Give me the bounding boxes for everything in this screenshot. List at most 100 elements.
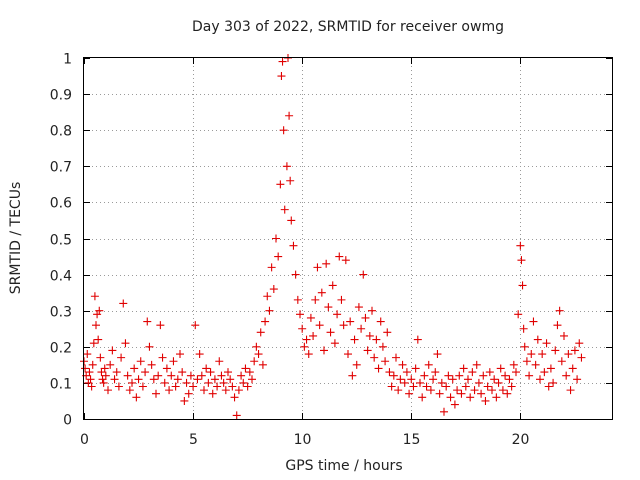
data-point xyxy=(413,335,422,344)
data-point xyxy=(354,303,363,312)
data-point xyxy=(381,357,390,366)
data-point xyxy=(378,342,387,351)
data-point xyxy=(501,371,510,380)
data-point xyxy=(141,368,150,377)
x-axis-label: GPS time / hours xyxy=(285,458,402,474)
data-point xyxy=(519,324,528,333)
data-point xyxy=(542,339,551,348)
data-point xyxy=(442,382,451,391)
data-point xyxy=(184,389,193,398)
data-point xyxy=(485,368,494,377)
data-point xyxy=(370,353,379,362)
data-point xyxy=(167,371,176,380)
data-point xyxy=(407,375,416,384)
data-point xyxy=(573,375,582,384)
data-point xyxy=(224,368,232,377)
data-point xyxy=(219,378,228,387)
data-point xyxy=(536,375,544,384)
data-point xyxy=(243,382,252,391)
data-point xyxy=(276,180,285,189)
data-point xyxy=(186,371,195,380)
data-point xyxy=(245,368,254,377)
data-point xyxy=(374,364,383,373)
data-point xyxy=(202,364,211,373)
data-point xyxy=(83,350,92,359)
data-point xyxy=(309,331,318,340)
data-point xyxy=(466,393,475,402)
data-point xyxy=(232,411,241,420)
data-point xyxy=(420,371,429,380)
data-point xyxy=(180,396,189,405)
data-point xyxy=(171,382,180,391)
data-point xyxy=(138,382,147,391)
data-point xyxy=(459,364,468,373)
data-point xyxy=(92,321,100,330)
data-point xyxy=(104,386,112,395)
data-points xyxy=(80,54,586,420)
data-point xyxy=(277,72,286,81)
data-point xyxy=(551,346,560,355)
data-point xyxy=(254,350,263,359)
data-point xyxy=(577,353,586,362)
data-point xyxy=(154,371,163,380)
data-point xyxy=(533,335,542,344)
y-tick-label: 1 xyxy=(63,52,72,68)
data-point xyxy=(422,382,431,391)
data-point xyxy=(520,342,529,351)
data-point xyxy=(215,357,224,366)
plot-frame xyxy=(83,57,613,420)
data-point xyxy=(130,364,139,373)
data-point xyxy=(96,353,105,362)
data-point xyxy=(98,375,107,384)
data-point xyxy=(320,346,328,355)
data-point xyxy=(293,295,302,304)
data-point xyxy=(99,378,108,387)
x-tick-label: 0 xyxy=(80,432,89,448)
data-point xyxy=(424,360,433,369)
data-point xyxy=(169,357,178,366)
data-point xyxy=(337,295,346,304)
data-point xyxy=(387,382,396,391)
data-point xyxy=(248,375,256,384)
data-point xyxy=(494,378,503,387)
data-point xyxy=(125,386,134,395)
data-point xyxy=(230,393,239,402)
data-point xyxy=(200,386,208,395)
data-point xyxy=(518,281,527,290)
data-point xyxy=(291,270,300,279)
data-point xyxy=(560,331,568,340)
data-point xyxy=(433,350,442,359)
data-point xyxy=(344,350,352,359)
data-point xyxy=(468,368,477,377)
data-point xyxy=(101,371,110,380)
data-point xyxy=(490,375,499,384)
data-point xyxy=(328,281,337,290)
data-point xyxy=(302,335,311,344)
data-point xyxy=(252,342,261,351)
data-point xyxy=(296,310,304,319)
data-point xyxy=(88,360,97,369)
data-point xyxy=(191,321,200,330)
y-tick-label: 0.9 xyxy=(50,88,72,104)
data-point xyxy=(365,331,374,340)
data-point xyxy=(149,375,158,384)
data-point xyxy=(85,368,94,377)
y-tick-label: 0.6 xyxy=(50,196,72,212)
data-point xyxy=(93,310,102,319)
data-point xyxy=(455,371,464,380)
data-point xyxy=(285,111,294,120)
data-point xyxy=(538,350,547,359)
data-point xyxy=(128,378,136,387)
chart-title: Day 303 of 2022, SRMTID for receiver owm… xyxy=(192,19,504,35)
data-point xyxy=(411,364,420,373)
data-point xyxy=(557,357,566,366)
data-point xyxy=(250,357,259,366)
data-point xyxy=(261,317,270,326)
data-point xyxy=(263,292,272,301)
data-point xyxy=(396,375,405,384)
data-point xyxy=(267,263,276,272)
data-point xyxy=(95,306,104,315)
data-point xyxy=(282,162,291,171)
data-point xyxy=(317,288,326,297)
data-point xyxy=(279,126,288,135)
